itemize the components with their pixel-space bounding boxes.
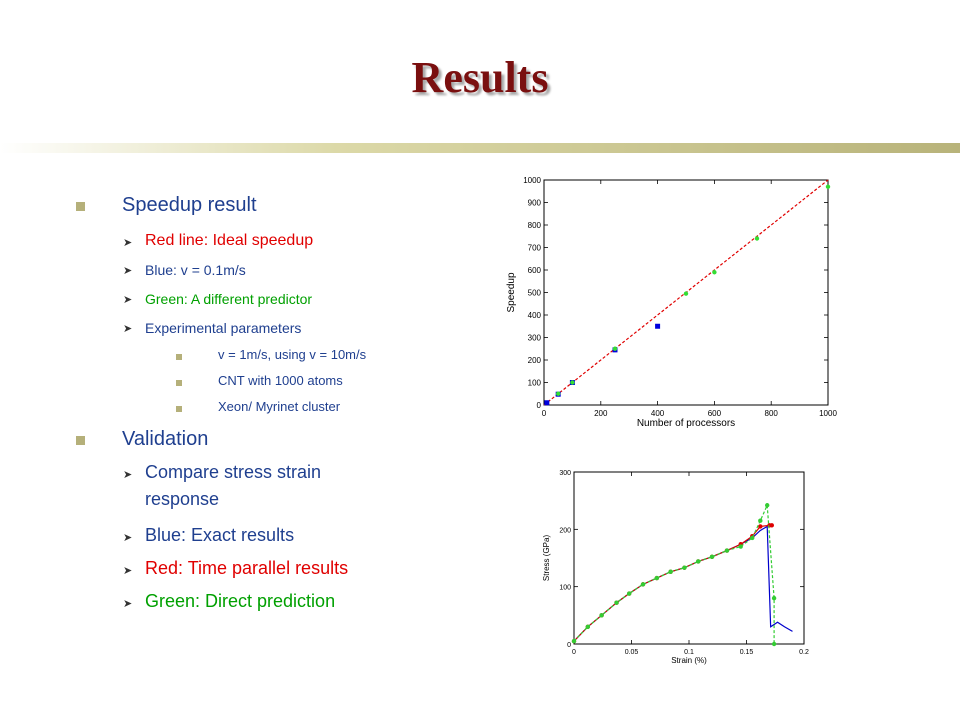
y-tick-label: 700 — [528, 244, 542, 253]
arrow-bullet-icon: ➤ — [123, 294, 133, 306]
bullet-speedup-result: Speedup result — [122, 194, 257, 216]
arrow-bullet-icon: ➤ — [123, 323, 133, 335]
y-tick-label: 500 — [528, 289, 542, 298]
x-tick-label: 0.2 — [799, 649, 809, 656]
item-red-line: Red line: Ideal speedup — [145, 232, 314, 249]
param-velocity: v = 1m/s, using v = 10m/s — [218, 347, 367, 362]
data-point — [758, 518, 763, 523]
y-axis-label: Speedup — [506, 272, 517, 312]
data-point — [696, 559, 701, 564]
data-point — [771, 641, 777, 647]
sub-bullet-square-icon — [176, 406, 182, 412]
data-point — [655, 323, 661, 329]
data-point — [640, 582, 646, 587]
x-tick-label: 0 — [542, 409, 547, 418]
data-point — [750, 535, 755, 541]
data-point — [709, 554, 715, 560]
item-blue: Blue: v = 0.1m/s — [145, 262, 246, 278]
data-point — [585, 624, 590, 629]
item-compare-line2: response — [145, 489, 220, 509]
data-point — [599, 613, 604, 618]
sub-bullet-square-icon — [176, 354, 182, 360]
sub-bullet-square-icon — [176, 380, 182, 386]
data-point — [544, 400, 550, 406]
x-tick-label: 0.1 — [684, 649, 694, 656]
y-tick-label: 900 — [528, 199, 542, 208]
arrow-bullet-icon: ➤ — [123, 237, 133, 249]
y-axis-label: Stress (GPa) — [542, 535, 551, 582]
y-tick-label: 300 — [559, 470, 571, 477]
data-point — [614, 600, 619, 605]
data-point — [771, 595, 777, 601]
item-green: Green: A different predictor — [145, 291, 313, 307]
x-tick-label: 1000 — [819, 409, 837, 418]
data-point — [612, 346, 618, 351]
data-point — [627, 591, 632, 596]
y-tick-label: 100 — [528, 379, 542, 388]
data-point — [754, 236, 760, 241]
data-point — [724, 548, 730, 553]
data-point — [712, 270, 717, 275]
series-line — [573, 505, 775, 644]
speedup-chart: 0 200 400 600 800 1000 0 100 200 300 400 500 600 700 8… — [506, 176, 837, 429]
plot-frame — [573, 471, 805, 645]
y-tick-label: 400 — [528, 311, 542, 320]
y-tick-label: 200 — [528, 356, 542, 365]
item-red-time-parallel: Red: Time parallel results — [145, 558, 349, 578]
y-tick-label: 1000 — [523, 176, 541, 185]
arrow-bullet-icon: ➤ — [123, 469, 133, 481]
bullet-validation: Validation — [122, 428, 209, 450]
item-green-direct: Green: Direct prediction — [145, 591, 336, 611]
y-tick-label: 0 — [567, 642, 571, 649]
x-axis-label: Strain (%) — [671, 656, 707, 665]
stress-strain-chart: 0 0.05 0.1 0.15 0.2 0 100 200 300 Strain (%) Stres… — [542, 470, 809, 665]
arrow-bullet-icon: ➤ — [123, 565, 133, 577]
item-experimental-parameters: Experimental parameters — [145, 320, 302, 336]
param-cluster: Xeon/ Myrinet cluster — [218, 399, 341, 414]
bullet-square-icon — [76, 436, 85, 445]
x-tick-label: 0.05 — [625, 649, 639, 656]
data-point — [765, 503, 770, 508]
slide-title: Results — [411, 53, 549, 102]
data-point — [668, 569, 673, 574]
title-divider — [0, 143, 960, 153]
data-point — [682, 565, 687, 570]
data-point — [683, 291, 689, 296]
data-point — [654, 575, 659, 581]
param-cnt: CNT with 1000 atoms — [218, 373, 343, 388]
y-tick-label: 200 — [559, 527, 571, 534]
data-point — [556, 391, 561, 396]
bullet-square-icon — [76, 202, 85, 211]
data-point — [769, 523, 774, 528]
arrow-bullet-icon: ➤ — [123, 532, 133, 544]
x-tick-label: 400 — [651, 409, 665, 418]
arrow-bullet-icon: ➤ — [123, 265, 133, 277]
x-tick-label: 600 — [708, 409, 722, 418]
data-point — [758, 524, 763, 529]
y-tick-label: 100 — [559, 585, 571, 592]
data-point — [738, 544, 743, 549]
y-tick-label: 0 — [537, 401, 542, 410]
data-point — [825, 184, 831, 189]
data-point — [570, 380, 575, 385]
y-tick-label: 600 — [528, 266, 542, 275]
x-tick-label: 0.15 — [740, 649, 754, 656]
y-tick-label: 800 — [528, 221, 542, 230]
item-compare-line1: Compare stress strain — [145, 462, 322, 482]
x-tick-label: 200 — [594, 409, 608, 418]
item-blue-exact: Blue: Exact results — [145, 525, 295, 545]
data-point — [571, 638, 577, 644]
x-tick-label: 800 — [765, 409, 779, 418]
arrow-bullet-icon: ➤ — [123, 598, 133, 610]
x-axis-label: Number of processors — [637, 418, 735, 429]
y-tick-label: 300 — [528, 334, 542, 343]
x-tick-label: 0 — [572, 649, 576, 656]
